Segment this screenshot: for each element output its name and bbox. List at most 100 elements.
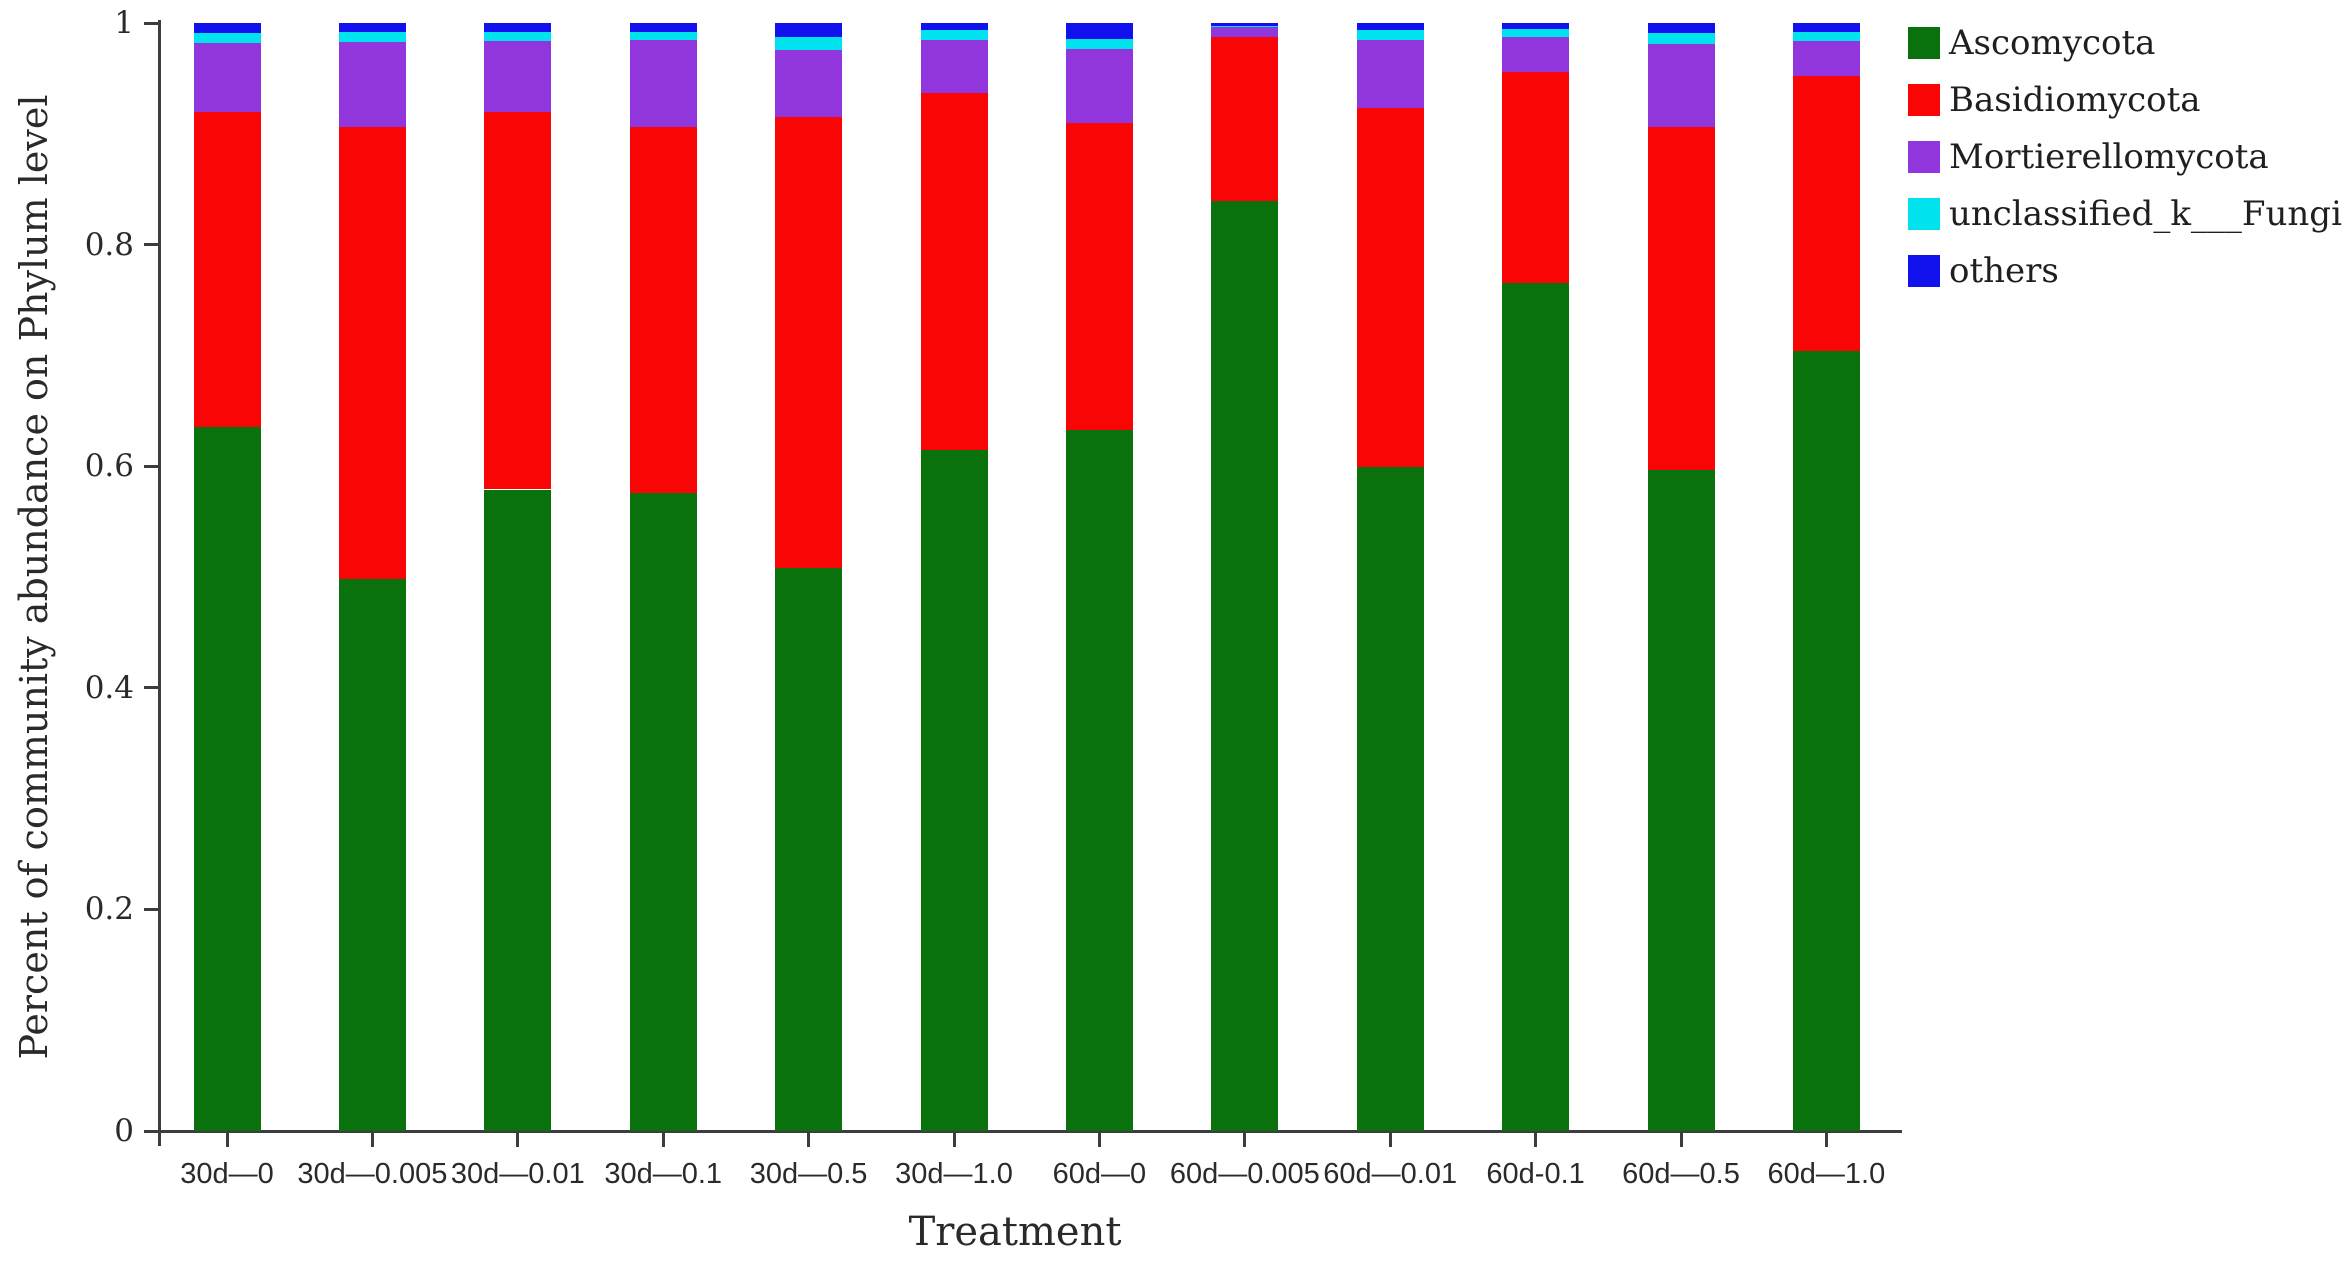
bar-segment (1502, 23, 1570, 29)
bar-segment (484, 489, 552, 1131)
bar-segment (1356, 108, 1424, 468)
bar-segment (1065, 48, 1133, 123)
bar-segment (629, 31, 697, 40)
legend-item: Basidiomycota (1908, 71, 2342, 128)
bar-segment (1647, 33, 1715, 45)
bar-segment (920, 29, 988, 40)
bar-segment (1647, 44, 1715, 128)
bar-segment (920, 449, 988, 1131)
legend-swatch (1908, 254, 1940, 287)
bar-segment (1792, 40, 1860, 77)
bar-segment (1502, 28, 1570, 38)
bar-segment (338, 579, 406, 1131)
bar-segment (1792, 351, 1860, 1131)
bar-segment (484, 111, 552, 490)
bar-segment (1647, 469, 1715, 1131)
bar-segment (1502, 37, 1570, 72)
bar-segment (1647, 127, 1715, 470)
bar-segment (193, 23, 261, 33)
bar-segment (775, 37, 843, 50)
y-tick (144, 686, 158, 690)
legend-swatch (1908, 26, 1940, 59)
bar-segment (920, 23, 988, 30)
x-axis-line (147, 1130, 1902, 1133)
legend-label: Ascomycota (1949, 22, 2156, 63)
x-tick-label: 60d—0 (1052, 1158, 1147, 1190)
legend-swatch (1908, 140, 1940, 173)
bar-segment (1502, 71, 1570, 284)
bar-segment (1356, 29, 1424, 40)
legend-swatch (1908, 197, 1940, 230)
x-tick-label: 60d—0.005 (1169, 1158, 1320, 1190)
x-tick (952, 1131, 956, 1147)
x-tick (370, 1131, 374, 1147)
bar-segment (1792, 23, 1860, 32)
bar-segment (775, 568, 843, 1131)
x-tick (661, 1131, 665, 1147)
bar-segment (629, 127, 697, 493)
legend-label: others (1949, 250, 2059, 291)
bar-segment (193, 427, 261, 1131)
y-tick-label: 1 (114, 5, 134, 41)
y-tick-label: 0 (114, 1113, 134, 1149)
legend: Ascomycota Basidiomycota Mortierellomycota… (1908, 14, 2342, 299)
x-tick-label: 30d—0.01 (450, 1158, 585, 1190)
x-tick (1679, 1131, 1683, 1147)
x-tick-label: 60d—0.01 (1323, 1158, 1458, 1190)
bar-segment (1792, 31, 1860, 41)
bar-segment (1211, 37, 1279, 202)
legend-item: Ascomycota (1908, 14, 2342, 71)
y-tick-label: 0.6 (84, 448, 134, 485)
y-tick (144, 907, 158, 911)
y-tick (144, 1129, 158, 1133)
legend-item: Mortierellomycota (1908, 128, 2342, 185)
bar-segment (920, 92, 988, 450)
bar-segment (484, 23, 552, 32)
y-tick (144, 243, 158, 247)
x-tick (516, 1131, 520, 1147)
bar-segment (1065, 23, 1133, 39)
bar-segment (1211, 26, 1279, 28)
bar-segment (484, 40, 552, 112)
legend-item: others (1908, 242, 2342, 299)
x-tick-label: 30d—0 (180, 1158, 274, 1190)
bar-segment (1647, 23, 1715, 33)
bar-segment (193, 42, 261, 112)
bar-segment (1065, 38, 1133, 49)
x-tick-label: 30d—0.5 (749, 1158, 868, 1190)
x-tick-label: 60d—1.0 (1767, 1158, 1886, 1190)
bar-segment (193, 111, 261, 428)
y-tick (144, 21, 158, 25)
x-tick (1097, 1131, 1101, 1147)
y-tick-label: 0.8 (84, 226, 134, 263)
bar-segment (1211, 27, 1279, 38)
x-tick (1824, 1131, 1828, 1147)
bar-segment (629, 39, 697, 128)
x-tick-label: 30d—1.0 (895, 1158, 1013, 1190)
y-tick-label: 0.4 (84, 669, 134, 706)
bar-segment (484, 31, 552, 41)
bar-segment (1065, 429, 1133, 1131)
x-tick (807, 1131, 811, 1147)
bar-segment (338, 127, 406, 580)
bar-segment (1356, 23, 1424, 30)
legend-label: Basidiomycota (1949, 79, 2201, 120)
x-axis-title: Treatment (908, 1209, 1122, 1255)
bar-segment (1211, 23, 1279, 27)
x-tick-label: 60d-0.1 (1486, 1158, 1585, 1190)
legend-label: unclassified_k___Fungi (1949, 193, 2342, 234)
x-tick-label: 30d—0.005 (297, 1158, 448, 1190)
bar-segment (1211, 201, 1279, 1131)
bar-segment (1502, 283, 1570, 1131)
x-tick (1388, 1131, 1392, 1147)
bar-segment (1792, 76, 1860, 351)
x-tick (1534, 1131, 1538, 1147)
legend-label: Mortierellomycota (1949, 136, 2269, 177)
y-tick-label: 0.2 (84, 891, 134, 928)
bar-segment (629, 23, 697, 32)
bar-segment (920, 39, 988, 93)
bar-segment (338, 41, 406, 128)
x-tick-label: 30d—0.1 (604, 1158, 723, 1190)
bar-segment (775, 23, 843, 38)
